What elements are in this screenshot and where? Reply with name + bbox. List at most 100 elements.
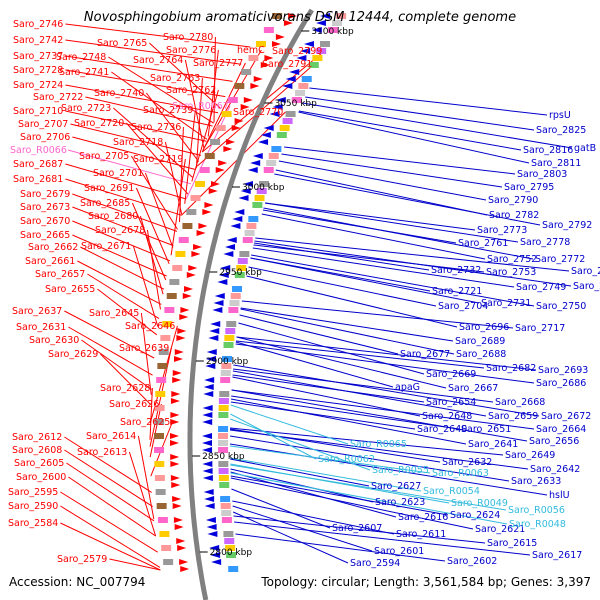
forward-gene-arrow (170, 461, 180, 467)
forward-gene-arrow (172, 503, 182, 509)
cog-category-block (291, 97, 302, 103)
tick-label: 2800 kbp (210, 548, 253, 558)
reverse-gene-arrow (242, 181, 253, 187)
right-label-connector (252, 247, 515, 288)
reverse-gene-arrow (204, 377, 215, 383)
forward-gene-arrow (204, 202, 214, 208)
reverse-gene-arrow (202, 405, 213, 411)
left-label-connector (68, 326, 153, 376)
right-gene-label: Saro_2825 (536, 125, 586, 136)
right-gene-label: Saro_2642 (530, 464, 580, 475)
cog-category-block (163, 559, 174, 565)
cog-category-block (221, 517, 232, 523)
left-gene-label: Saro_2608 (12, 445, 62, 456)
cog-category-block (172, 265, 183, 271)
feature-tracks (154, 13, 347, 572)
left-label-connector (185, 105, 231, 199)
right-label-connector (230, 468, 374, 503)
left-gene-label: Saro_2631 (16, 322, 66, 333)
left-gene-label: Saro_2661 (25, 256, 75, 267)
left-gene-label: Saro_2763 (150, 73, 200, 84)
right-gene-label: Saro_2792 (542, 220, 592, 231)
tick-label: 2950 kbp (219, 268, 262, 278)
left-label-connector (72, 234, 167, 277)
left-gene-label: Saro_2645 (89, 308, 139, 319)
forward-gene-arrow (171, 391, 181, 397)
left-label-connector (113, 107, 194, 179)
cog-category-block (224, 335, 235, 341)
left-gene-label: Saro_2595 (8, 487, 58, 498)
cog-category-block (246, 223, 257, 229)
left-label-connector (67, 149, 192, 185)
right-gene-label: Saro_2667 (448, 383, 498, 394)
forward-gene-arrow (186, 272, 196, 278)
right-label-connector (231, 488, 331, 529)
right-gene-label: Saro_2601 (374, 546, 424, 557)
reverse-gene-arrow (220, 265, 231, 271)
left-label-connector (72, 193, 178, 232)
cog-category-block (316, 48, 327, 54)
right-gene-label: Saro_2648 (422, 411, 472, 422)
right-label-connector (231, 395, 460, 430)
cog-category-block (169, 279, 180, 285)
right-gene-label: Saro_R0048 (509, 519, 566, 530)
forward-gene-arrow (198, 223, 208, 229)
right-gene-label: Saro_2621 (475, 524, 525, 535)
reverse-gene-arrow (311, 27, 322, 33)
left-label-connector (130, 155, 178, 230)
cog-category-block (308, 62, 319, 68)
reverse-gene-arrow (213, 300, 224, 306)
forward-gene-arrow (170, 412, 180, 418)
left-gene-label: Saro_2590 (8, 501, 58, 512)
cog-category-block (225, 328, 236, 334)
reverse-gene-arrow (269, 111, 280, 117)
right-label-connector (309, 87, 548, 116)
left-gene-label: Saro_2719 (133, 154, 183, 165)
left-gene-label: Saro_2741 (59, 67, 109, 78)
right-gene-label: Saro_2731 (481, 298, 531, 309)
right-label-connector (239, 314, 399, 355)
right-gene-label: Saro_2773 (477, 225, 527, 236)
cog-category-block (154, 433, 165, 439)
right-gene-label: rpsU (549, 110, 571, 121)
forward-gene-arrow (264, 55, 274, 61)
cog-category-block (221, 510, 232, 516)
cog-category-block (220, 370, 231, 376)
right-gene-label: Saro_R0055 (372, 465, 429, 476)
left-label-connector (144, 172, 174, 248)
left-gene-label: Saro_2691 (84, 183, 134, 194)
left-label-connector (195, 77, 203, 169)
forward-gene-arrow (210, 181, 220, 187)
left-label-connector (191, 89, 219, 182)
right-gene-label: Saro_2633 (511, 476, 561, 487)
right-gene-label: Saro_2803 (517, 169, 567, 180)
reverse-gene-arrow (300, 48, 311, 54)
right-gene-label: Saro_2651 (461, 424, 511, 435)
left-label-connector (65, 23, 251, 48)
cog-category-block (223, 342, 234, 348)
forward-gene-arrow (170, 419, 180, 425)
left-gene-label: Saro_2637 (12, 306, 62, 317)
left-label-connector (65, 84, 219, 114)
reverse-gene-arrow (202, 440, 213, 446)
right-label-connector (261, 213, 486, 260)
right-gene-label: Saro_2811 (531, 158, 581, 169)
reverse-gene-arrow (208, 335, 219, 341)
right-gene-label: Saro_2640 (417, 424, 467, 435)
right-label-connector (229, 429, 529, 470)
cog-category-block (219, 482, 230, 488)
right-gene-label: Saro_R0063 (432, 468, 489, 479)
right-label-connector (230, 398, 467, 445)
cog-category-block (175, 251, 186, 257)
right-label-connector (229, 435, 510, 482)
cog-category-block (178, 237, 189, 243)
right-label-connector (230, 413, 317, 460)
right-gene-label: Saro_2761 (458, 238, 508, 249)
cog-category-block (258, 181, 269, 187)
left-label-connector (132, 245, 159, 327)
forward-gene-arrow (240, 104, 250, 110)
reverse-gene-arrow (204, 496, 215, 502)
left-gene-label: Saro_2742 (13, 35, 63, 46)
cog-category-block (239, 251, 250, 257)
left-gene-label: Saro_2739 (143, 105, 193, 116)
